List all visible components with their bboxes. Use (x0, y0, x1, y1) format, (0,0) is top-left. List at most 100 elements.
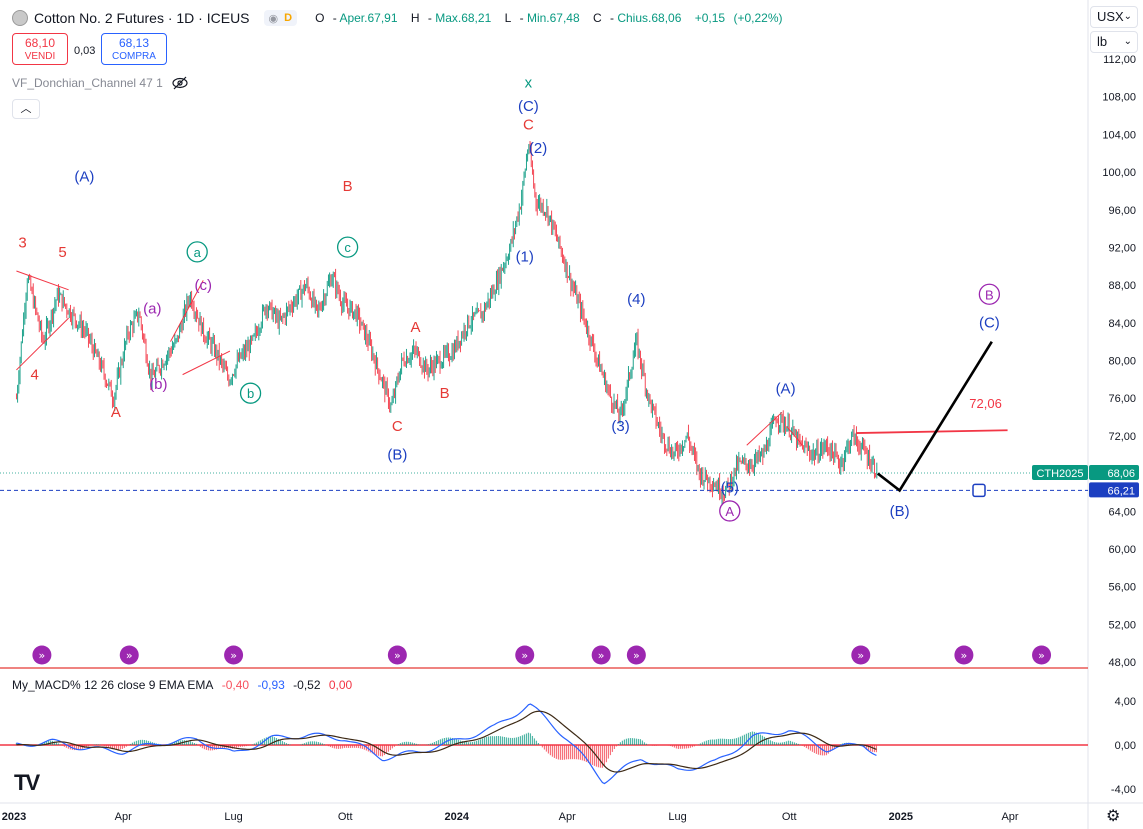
level-handle (972, 483, 986, 498)
wave-label: (2) (529, 140, 547, 157)
unit-dropdown[interactable]: lb ⌄ (1090, 31, 1138, 53)
wave-label: B (985, 287, 994, 302)
market-status-pill[interactable]: ◉ D (263, 10, 298, 26)
event-marker-glyph: » (1038, 649, 1045, 662)
wave-label: 3 (18, 234, 26, 251)
wave-label: 5 (58, 244, 66, 261)
wave-label: (C) (518, 98, 539, 115)
sell-button[interactable]: 68,10 VENDI (12, 33, 68, 65)
gear-icon[interactable]: ⚙ (1106, 808, 1121, 825)
wave-label: A (725, 504, 734, 519)
y-tick-label: 56,00 (1108, 582, 1136, 594)
event-marker-glyph: » (39, 649, 46, 662)
level-price-tag (1089, 482, 1139, 498)
event-marker-icon (626, 645, 646, 665)
ohlc-open: Aper.67,91 (339, 11, 398, 25)
wave-label: B (343, 178, 353, 195)
currency-label: USX (1097, 9, 1124, 24)
ohlc-change: +0,15 (694, 11, 726, 25)
y-tick-label: 76,00 (1108, 393, 1136, 405)
x-tick-label: 2025 (889, 811, 913, 823)
sell-label: VENDI (24, 51, 56, 62)
event-marker-glyph: » (961, 649, 968, 662)
symbol-title[interactable]: Cotton No. 2 Futures · 1D · ICEUS (34, 10, 250, 26)
wave-label: (a) (143, 300, 161, 317)
eye-icon: ◉ (268, 12, 279, 25)
wave-label: (A) (776, 380, 796, 397)
triangle-trendline (170, 280, 204, 342)
chevron-down-icon: ⌄ (1123, 36, 1132, 47)
currency-dropdown[interactable]: USX ⌄ (1090, 6, 1138, 28)
event-marker-icon (591, 645, 611, 665)
wave-label: (A) (74, 168, 94, 185)
x-tick-label: Ott (782, 811, 797, 823)
ohlc-low: Min.67,48 (526, 11, 580, 25)
wave-label: 4 (30, 366, 38, 383)
wave-label: (B) (387, 446, 407, 463)
event-marker-glyph: » (126, 649, 133, 662)
symbol-logo-icon (12, 10, 28, 26)
x-tick-label: 2024 (445, 811, 470, 823)
ohlc-close-key: C (593, 11, 602, 25)
buy-label: COMPRA (112, 51, 156, 62)
resistance-line (855, 429, 1008, 434)
wave-label: (3) (611, 418, 629, 435)
legend-header: Cotton No. 2 Futures · 1D · ICEUS ◉ D O … (12, 8, 787, 28)
y-tick-label: 52,00 (1108, 619, 1136, 631)
wave-label: C (392, 418, 403, 435)
wave-label: B (440, 385, 450, 402)
chevron-up-icon: ︿ (20, 103, 32, 115)
wave-label: A (411, 319, 421, 336)
triangle-trendline (16, 270, 69, 291)
macd-y-tick-label: 4,00 (1115, 696, 1136, 708)
wave-label: (c) (195, 277, 213, 294)
event-marker-icon (224, 645, 244, 665)
y-tick-label: 84,00 (1108, 318, 1136, 330)
resistance-label: 72,06 (969, 396, 1002, 411)
wave-label-circle (186, 241, 208, 263)
x-tick-label: 2023 (2, 811, 26, 823)
macd-line (16, 703, 877, 785)
symbol-tag-label: CTH2025 (1036, 468, 1083, 480)
macd-value-4: 0,00 (328, 678, 353, 692)
macd-name: My_MACD% 12 26 close 9 EMA EMA (12, 678, 214, 692)
eye-hidden-icon[interactable] (171, 76, 189, 90)
spread-value: 0,03 (74, 45, 96, 57)
event-marker-glyph: » (394, 649, 401, 662)
triangle-trendline (182, 350, 231, 376)
y-tick-label: 60,00 (1108, 544, 1136, 556)
wave-label: b (247, 386, 254, 401)
indicator-legend-donchian[interactable]: VF_Donchian_Channel 47 1 (12, 76, 189, 90)
collapse-legend-button[interactable]: ︿ (12, 99, 40, 119)
triangle-trendline (16, 317, 69, 371)
last-price-label: 68,06 (1107, 468, 1135, 480)
x-tick-label: Ott (338, 811, 353, 823)
event-marker-icon (1032, 645, 1052, 665)
ohlc-close: Chius.68,06 (617, 11, 682, 25)
y-tick-label: 96,00 (1108, 205, 1136, 217)
buy-button[interactable]: 68,13 COMPRA (101, 33, 167, 65)
tradingview-logo-icon[interactable]: TV (14, 770, 40, 795)
event-marker-icon (32, 645, 52, 665)
y-tick-label: 92,00 (1108, 242, 1136, 254)
macd-value-3: -0,52 (293, 678, 321, 692)
symbol-tag (1032, 464, 1088, 480)
y-tick-label: 108,00 (1102, 92, 1136, 104)
wave-label: A (111, 404, 121, 421)
wave-label-circle (239, 382, 262, 404)
event-marker-glyph: » (521, 649, 528, 662)
y-tick-label: 72,00 (1108, 431, 1136, 443)
y-tick-label: 104,00 (1102, 129, 1136, 141)
indicator-legend-macd[interactable]: My_MACD% 12 26 close 9 EMA EMA -0,40 -0,… (12, 678, 357, 692)
sell-price: 68,10 (24, 36, 56, 50)
event-marker-icon (119, 645, 139, 665)
event-marker-glyph: » (230, 649, 237, 662)
event-marker-icon (387, 645, 407, 665)
wave-label-circle (336, 236, 359, 258)
ohlc-change-pct: (+0,22%) (733, 11, 783, 25)
wave-label: (B) (890, 503, 910, 520)
last-price-tag (1089, 464, 1139, 480)
y-tick-label: 100,00 (1102, 167, 1136, 179)
x-tick-label: Apr (1001, 811, 1018, 823)
